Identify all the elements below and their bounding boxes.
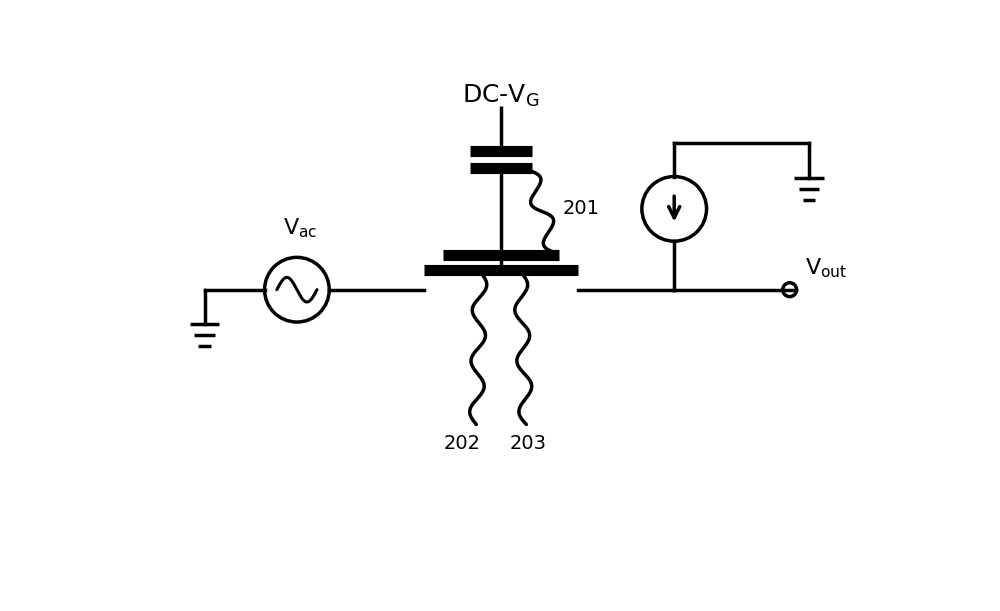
Text: V$_{\mathrm{ac}}$: V$_{\mathrm{ac}}$ <box>283 217 318 240</box>
Text: DC-V$_{\mathrm{G}}$: DC-V$_{\mathrm{G}}$ <box>462 82 540 109</box>
Text: 203: 203 <box>509 434 546 453</box>
Text: 202: 202 <box>444 434 481 453</box>
Text: V$_{\mathrm{out}}$: V$_{\mathrm{out}}$ <box>805 257 848 280</box>
Text: 201: 201 <box>563 199 600 218</box>
